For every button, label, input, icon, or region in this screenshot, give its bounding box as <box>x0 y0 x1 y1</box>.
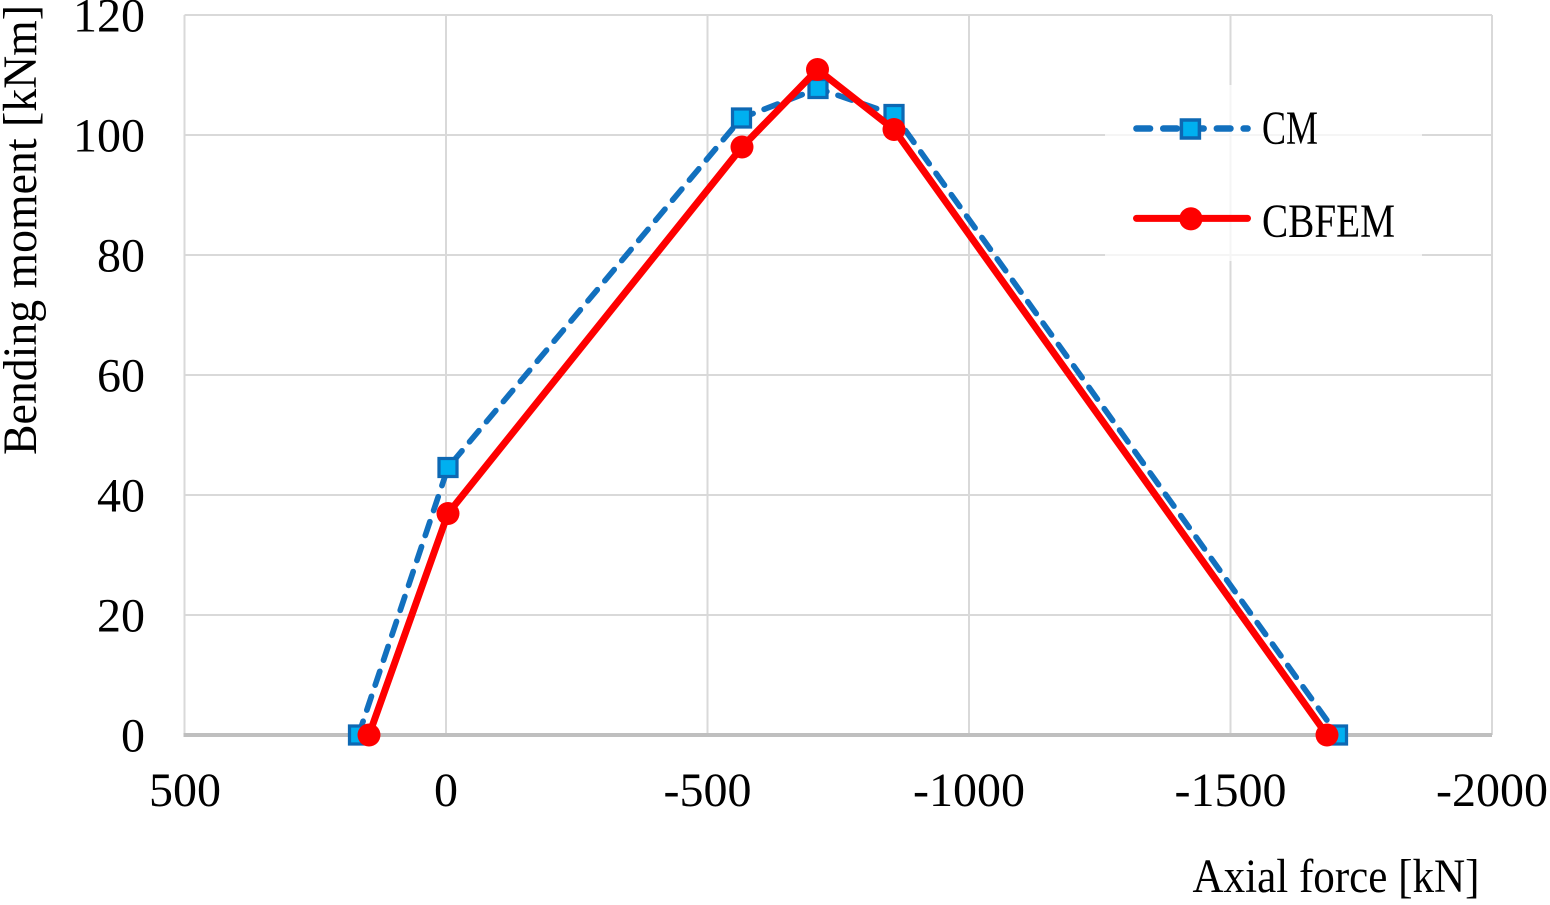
svg-text:-500: -500 <box>664 764 752 817</box>
svg-text:60: 60 <box>97 350 145 403</box>
svg-text:-1500: -1500 <box>1175 764 1287 817</box>
svg-text:CBFEM: CBFEM <box>1262 195 1395 248</box>
svg-text:0: 0 <box>121 710 145 763</box>
svg-text:40: 40 <box>97 470 145 523</box>
svg-text:Bending moment [kNm]: Bending moment [kNm] <box>0 5 47 455</box>
svg-text:0: 0 <box>434 764 458 817</box>
svg-text:-2000: -2000 <box>1436 764 1548 817</box>
svg-text:20: 20 <box>97 590 145 643</box>
svg-text:Axial force [kN]: Axial force [kN] <box>1193 850 1480 903</box>
svg-text:500: 500 <box>149 764 221 817</box>
svg-text:-1000: -1000 <box>913 764 1025 817</box>
svg-text:CM: CM <box>1262 102 1318 155</box>
svg-text:80: 80 <box>97 230 145 283</box>
svg-text:120: 120 <box>73 0 145 43</box>
svg-text:100: 100 <box>73 110 145 163</box>
